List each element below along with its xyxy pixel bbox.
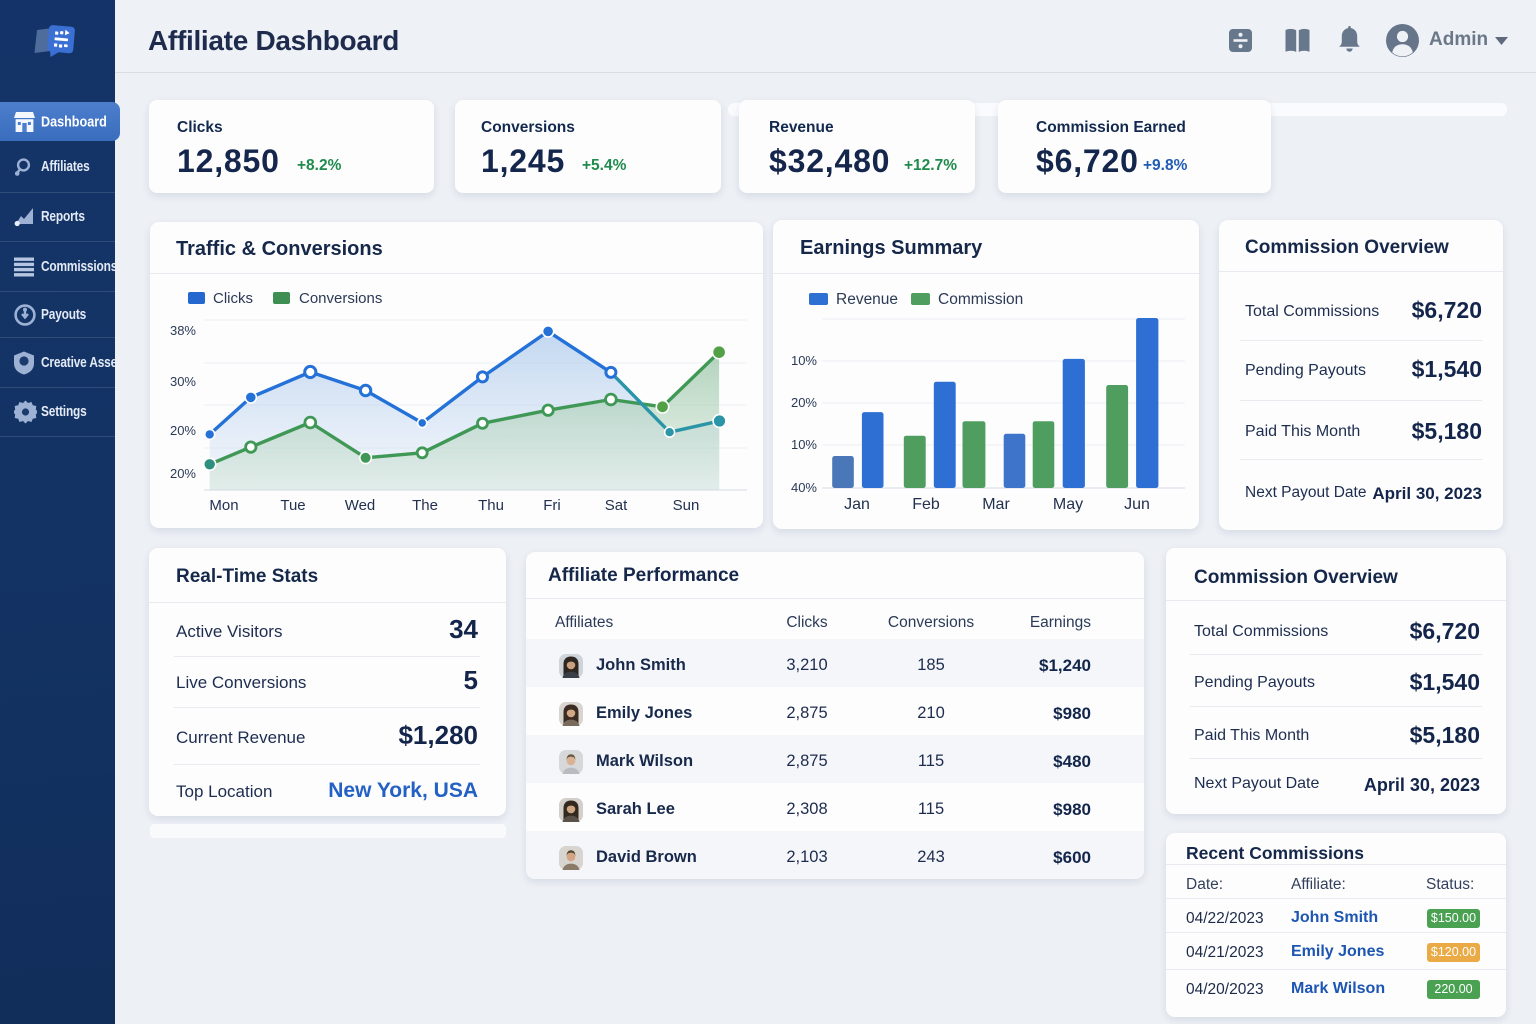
svg-text:Jun: Jun (1124, 496, 1150, 513)
svg-text:Wed: Wed (345, 497, 376, 514)
svg-text:10%: 10% (791, 353, 817, 368)
svg-text:Thu: Thu (478, 497, 504, 514)
svg-text:10%: 10% (791, 437, 817, 452)
svg-text:38%: 38% (170, 323, 196, 338)
svg-text:Feb: Feb (912, 496, 940, 513)
svg-text:40%: 40% (791, 480, 817, 495)
svg-text:20%: 20% (170, 423, 196, 438)
svg-text:Mon: Mon (209, 497, 238, 514)
svg-text:20%: 20% (170, 466, 196, 481)
svg-text:30%: 30% (170, 374, 196, 389)
svg-text:The: The (412, 497, 438, 514)
svg-text:Sat: Sat (605, 497, 628, 514)
svg-text:Jan: Jan (844, 496, 870, 513)
svg-text:Fri: Fri (543, 497, 561, 514)
svg-text:Mar: Mar (982, 496, 1010, 513)
svg-text:20%: 20% (791, 395, 817, 410)
svg-text:Tue: Tue (280, 497, 305, 514)
svg-text:Sun: Sun (673, 497, 700, 514)
svg-text:May: May (1053, 496, 1083, 513)
